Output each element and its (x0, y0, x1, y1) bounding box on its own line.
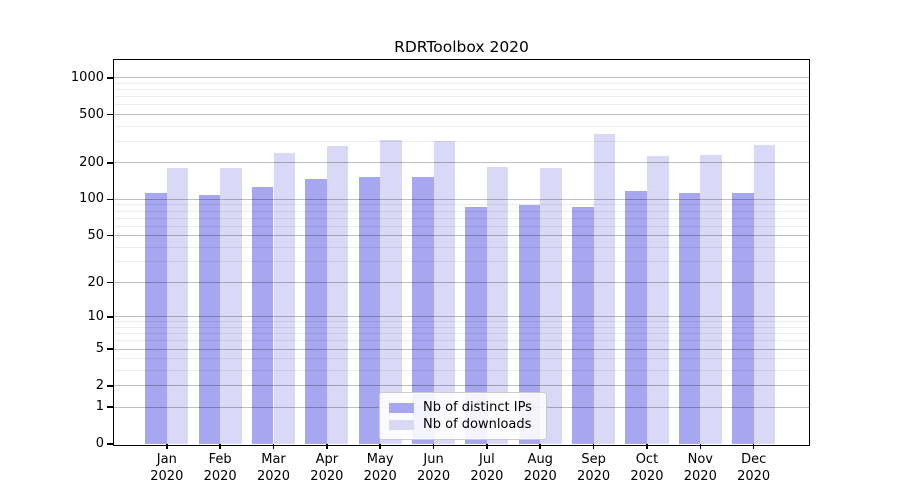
x-tick-month: Apr (315, 452, 339, 467)
legend-swatch-downloads-icon (389, 419, 414, 430)
x-tick-label: Oct 2020 (615, 452, 679, 485)
x-tick-year: 2020 (417, 468, 451, 484)
x-tick-label: Jan 2020 (135, 452, 199, 485)
x-tick-year: 2020 (150, 468, 184, 484)
y-tick-label: 5 (95, 341, 104, 357)
x-tick-month: Mar (261, 452, 286, 467)
y-tick-label: 1 (95, 399, 104, 415)
legend-row-downloads: Nb of downloads (389, 416, 537, 433)
x-tick-label: Aug 2020 (508, 452, 572, 485)
x-tick-year: 2020 (577, 468, 611, 484)
y-tick-label: 2 (95, 377, 104, 393)
x-tick-label: Nov 2020 (668, 452, 732, 485)
x-tick-year: 2020 (470, 468, 504, 484)
x-tick-month: Jan (156, 452, 177, 467)
legend-label-distinct-ips: Nb of distinct IPs (423, 400, 532, 415)
y-tick-label: 50 (87, 227, 104, 243)
x-tick-month: Sep (581, 452, 606, 467)
y-tick-label: 1000 (70, 69, 104, 85)
plot-border (113, 59, 810, 446)
x-tick-month: Nov (687, 452, 713, 467)
x-tick-year: 2020 (683, 468, 717, 484)
x-tick-month: Oct (635, 452, 659, 467)
y-tick-label: 10 (87, 308, 104, 324)
x-tick-month: May (366, 452, 394, 467)
x-tick-month: Dec (741, 452, 767, 467)
x-tick-label: Apr 2020 (295, 452, 359, 485)
y-tick-label: 20 (87, 274, 104, 290)
legend-label-downloads: Nb of downloads (423, 417, 532, 432)
y-tick-label: 0 (95, 436, 104, 451)
legend-row-distinct-ips: Nb of distinct IPs (389, 399, 537, 416)
x-tick-year: 2020 (363, 468, 397, 484)
y-tick-label: 500 (79, 106, 104, 122)
x-tick-year: 2020 (737, 468, 771, 484)
x-tick-month: Feb (208, 452, 232, 467)
x-tick-label: Sep 2020 (562, 452, 626, 485)
legend: Nb of distinct IPs Nb of downloads (379, 392, 547, 440)
x-tick-label: May 2020 (348, 452, 412, 485)
x-tick-label: Jul 2020 (455, 452, 519, 485)
x-tick-label: Jun 2020 (402, 452, 466, 485)
y-tick-label: 200 (79, 154, 104, 170)
x-tick-month: Aug (527, 452, 553, 467)
x-tick-month: Jul (479, 452, 495, 467)
legend-swatch-distinct-ips-icon (389, 402, 414, 413)
x-tick-year: 2020 (630, 468, 664, 484)
x-tick-year: 2020 (310, 468, 344, 484)
chart-title: RDRToolbox 2020 (394, 38, 529, 56)
x-tick-year: 2020 (256, 468, 291, 484)
x-tick-label: Feb 2020 (188, 452, 252, 485)
x-tick-label: Mar 2020 (242, 452, 306, 485)
x-tick-month: Jun (423, 452, 444, 467)
y-tick-label: 100 (79, 191, 104, 207)
x-tick-year: 2020 (523, 468, 557, 484)
x-tick-label: Dec 2020 (722, 452, 786, 485)
x-tick-year: 2020 (203, 468, 237, 484)
